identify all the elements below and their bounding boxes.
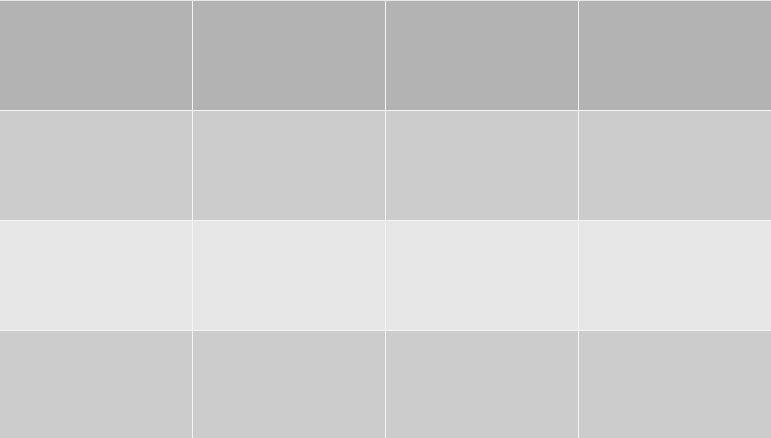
grid-cell-r2-c3: [386, 111, 578, 220]
grid-cell-r1-c3: [386, 1, 578, 110]
grid-cell-r2-c4: [579, 111, 771, 220]
grid-cell-r3-c4: [579, 221, 771, 330]
grid-cell-r1-c1: [0, 1, 192, 110]
grid-cell-r2-c2: [193, 111, 385, 220]
grid-cell-r4-c2: [193, 331, 385, 438]
grid-cell-r3-c3: [386, 221, 578, 330]
grid-cell-r3-c1: [0, 221, 192, 330]
grid-cell-r2-c1: [0, 111, 192, 220]
grid-cell-r4-c3: [386, 331, 578, 438]
grid-cell-r1-c2: [193, 1, 385, 110]
grid-cell-r4-c4: [579, 331, 771, 438]
grid-cell-r4-c1: [0, 331, 192, 438]
grid-cell-r1-c4: [579, 1, 771, 110]
grid-cell-r3-c2: [193, 221, 385, 330]
